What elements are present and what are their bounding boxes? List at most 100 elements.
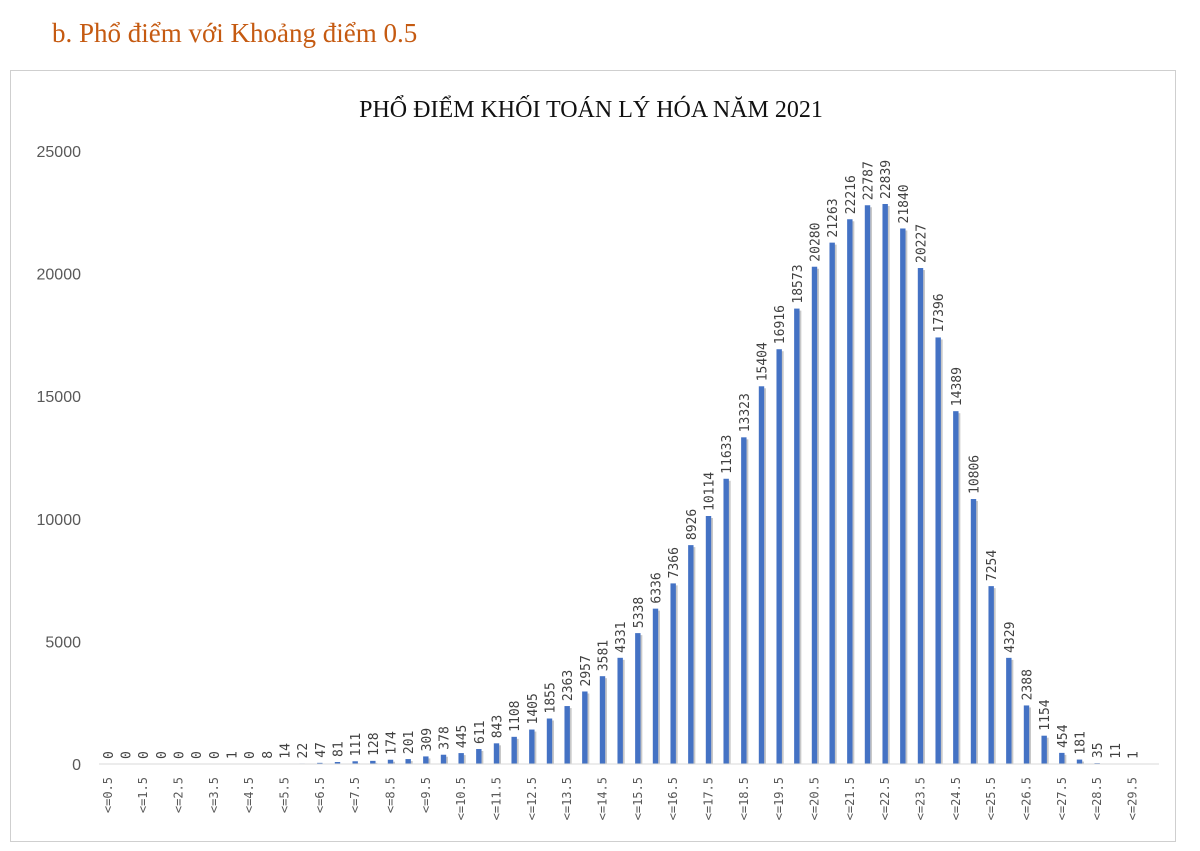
data-label: 81: [332, 741, 347, 757]
data-label: 128: [367, 732, 382, 755]
bar: [405, 759, 411, 764]
data-label: 18573: [791, 264, 806, 303]
bar: [688, 545, 694, 764]
data-label: 47: [314, 742, 329, 758]
bar: [564, 706, 570, 764]
x-tick-label: <=12.5: [525, 777, 539, 820]
data-label: 174: [385, 731, 400, 755]
bar: [758, 386, 765, 764]
histogram-chart: PHỔ ĐIỂM KHỐI TOÁN LÝ HÓA NĂM 2021 0 5000…: [37, 96, 1159, 820]
x-tick-label: <=5.5: [278, 777, 292, 813]
data-label: 201: [402, 731, 417, 754]
y-tick-label: 15000: [37, 389, 82, 406]
data-label: 14389: [950, 367, 965, 406]
bar: [882, 203, 888, 765]
x-tick-label: <=6.5: [313, 777, 327, 813]
bar: [476, 749, 482, 764]
bar: [811, 266, 818, 764]
x-tick-label: <=9.5: [419, 777, 433, 813]
bar: [334, 762, 341, 764]
y-tick-label: 20000: [37, 267, 82, 284]
bar: [900, 228, 906, 765]
chart-frame: PHỔ ĐIỂM KHỐI TOÁN LÝ HÓA NĂM 2021 0 5000…: [10, 70, 1176, 842]
x-tick-label: <=28.5: [1090, 777, 1104, 820]
x-tick-label: <=20.5: [808, 777, 822, 820]
x-axis: <=0.5 <=1.5 <=2.5 <=3.5 <=4.5 <=5.5 <=6.5 <=7.5…: [99, 763, 1159, 820]
x-tick-label: <=13.5: [560, 777, 574, 820]
x-tick-label: <=27.5: [1055, 777, 1069, 820]
data-label: 2957: [579, 655, 594, 686]
x-tick-label: <=8.5: [384, 777, 398, 813]
bar: [493, 743, 500, 764]
data-label: 0: [208, 751, 223, 759]
bar: [423, 756, 429, 764]
x-tick-label: <=10.5: [454, 777, 468, 820]
data-label: 10114: [703, 472, 718, 511]
data-label: 0: [155, 751, 170, 759]
bar: [864, 205, 871, 764]
x-tick-label: <=7.5: [348, 777, 362, 813]
data-label: 2363: [561, 670, 576, 701]
data-label: 21840: [897, 184, 912, 223]
bar: [988, 586, 994, 764]
data-label: 16916: [773, 305, 788, 344]
bar: [582, 691, 588, 764]
data-label: 14: [279, 743, 294, 759]
data-label: 454: [1056, 724, 1071, 748]
data-label: 843: [491, 715, 506, 738]
data-label: 378: [438, 726, 453, 749]
x-tick-label: <=15.5: [631, 777, 645, 820]
data-label: 22216: [844, 175, 859, 214]
bar: [723, 478, 729, 764]
data-label: 35: [1091, 742, 1106, 758]
data-label: 445: [455, 725, 470, 748]
data-label: 5338: [632, 597, 647, 628]
x-tick-label: <=2.5: [172, 777, 186, 813]
y-tick-label: 0: [72, 757, 81, 774]
y-tick-label: 25000: [37, 144, 82, 161]
data-label: 7254: [985, 550, 1000, 581]
data-label: 0: [243, 751, 258, 759]
x-tick-label: <=26.5: [1020, 777, 1034, 820]
bar: [370, 760, 376, 764]
data-label: 611: [473, 721, 488, 744]
data-label: 3581: [597, 640, 612, 671]
data-label: 17396: [932, 293, 947, 332]
data-label: 1: [1127, 751, 1142, 759]
x-tick-label: <=4.5: [242, 777, 256, 813]
data-label: 1: [226, 751, 241, 759]
data-label: 10806: [968, 455, 983, 494]
data-label: 7366: [667, 547, 682, 578]
bar: [440, 754, 447, 764]
bar: [617, 657, 623, 764]
data-label: 181: [1074, 731, 1089, 754]
data-label: 22839: [879, 160, 894, 199]
data-label: 8926: [685, 509, 700, 540]
data-label: 20227: [915, 224, 930, 263]
data-label: 0: [190, 751, 205, 759]
x-tick-label: <=21.5: [843, 777, 857, 820]
bar: [705, 516, 712, 764]
bar: [511, 736, 517, 764]
x-tick-label: <=17.5: [702, 777, 716, 820]
bar: [970, 499, 977, 764]
data-label: 21263: [826, 198, 841, 237]
bar: [529, 729, 535, 764]
bar: [1076, 759, 1083, 764]
chart-title: PHỔ ĐIỂM KHỐI TOÁN LÝ HÓA NĂM 2021: [359, 96, 823, 123]
x-tick-label: <=1.5: [136, 777, 150, 813]
x-tick-label: <=14.5: [596, 777, 610, 820]
bar: [652, 608, 659, 764]
bar: [352, 761, 358, 764]
data-label: 309: [420, 728, 435, 751]
data-label: 111: [349, 733, 364, 756]
data-label: 0: [137, 751, 152, 759]
x-tick-label: <=23.5: [914, 777, 928, 820]
data-label: 0: [102, 751, 117, 759]
x-tick-label: <=16.5: [666, 777, 680, 820]
bar: [317, 762, 323, 764]
x-tick-label: <=18.5: [737, 777, 751, 820]
x-tick-label: <=24.5: [949, 777, 963, 820]
x-tick-label: <=11.5: [490, 777, 504, 820]
bar: [776, 349, 782, 764]
